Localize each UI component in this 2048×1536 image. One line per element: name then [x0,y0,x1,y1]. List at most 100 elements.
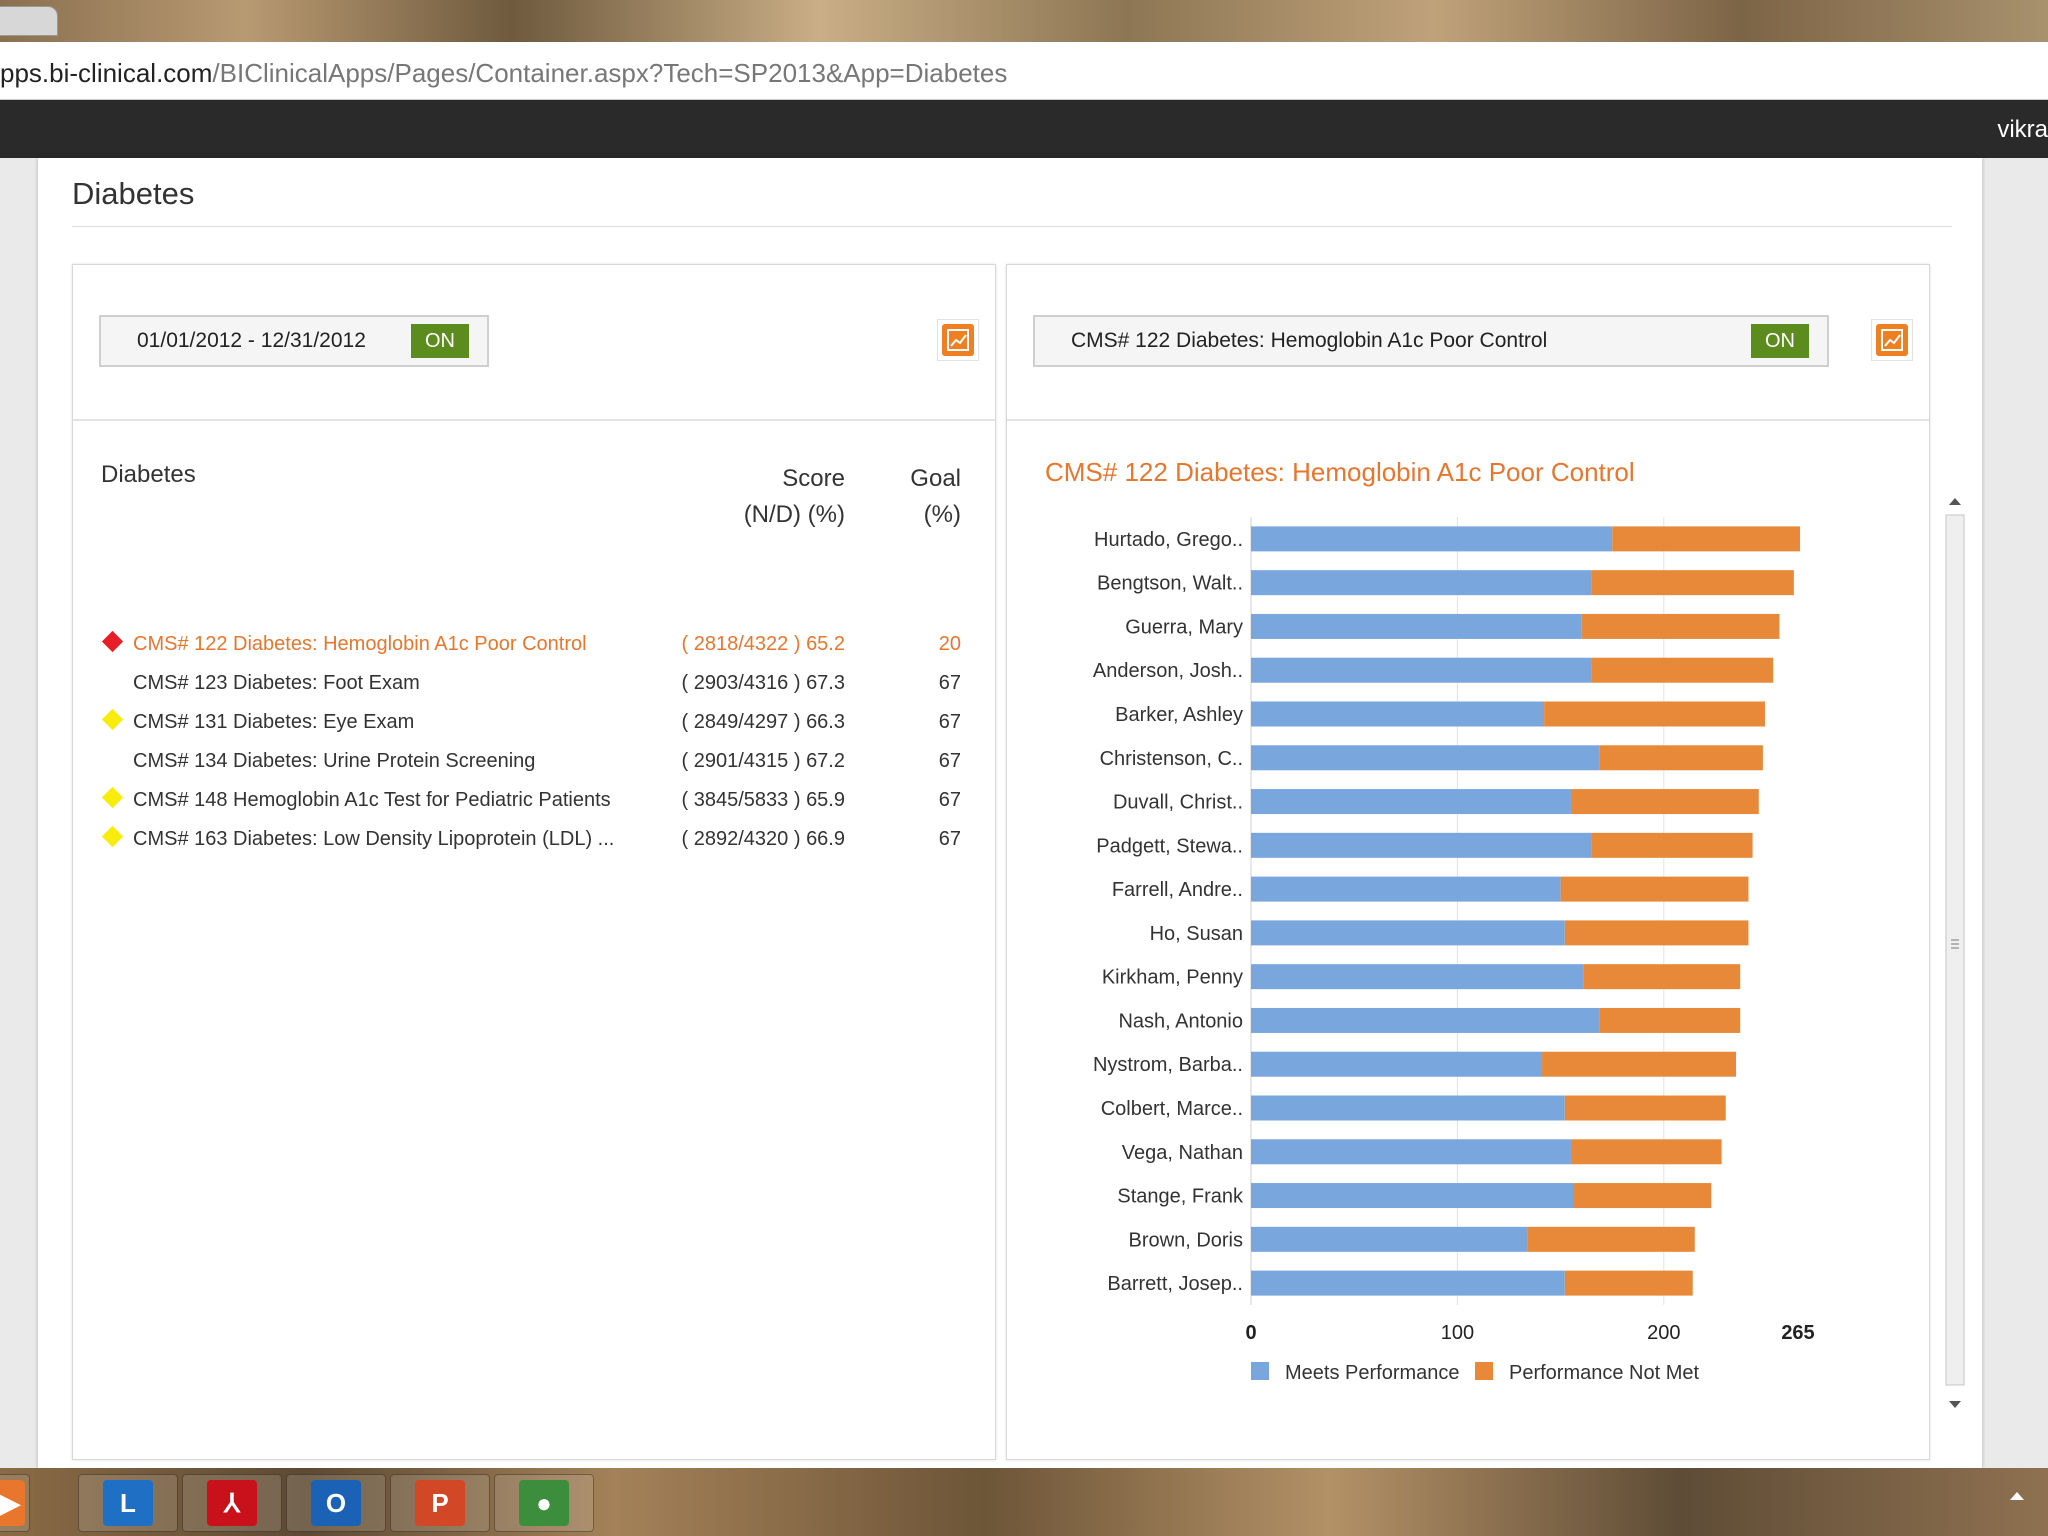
measure-row[interactable]: CMS# 122 Diabetes: Hemoglobin A1c Poor C… [73,629,995,663]
bar-performance-not-met [1599,1007,1741,1033]
taskbar-media-player[interactable]: ▶ [0,1474,30,1532]
measure-goal: 67 [938,828,961,850]
url-path: /BIClinicalApps/Pages/Container.aspx?Tec… [212,58,1008,88]
date-range-filter[interactable]: 01/01/2012 - 12/31/2012 ON [99,315,489,367]
bar-performance-not-met [1564,1095,1726,1121]
measure-row[interactable]: CMS# 163 Diabetes: Low Density Lipoprote… [73,824,995,858]
scrollbar-graphic [1945,498,1965,1408]
taskbar-powerpoint[interactable]: P [390,1474,490,1532]
category-label: Colbert, Marce.. [1101,1098,1243,1120]
chart-view-button[interactable] [937,319,979,361]
bar-chart: Hurtado, Grego.. Bengtson, Walt.. Guerra, … [1093,517,1815,1384]
measure-goal: 67 [938,789,961,811]
bar-meets-performance [1251,1007,1600,1033]
legend-swatch [1475,1362,1493,1380]
measure-name[interactable]: CMS# 134 Diabetes: Urine Protein Screeni… [133,750,536,772]
browser-tab[interactable] [0,6,58,36]
bar-meets-performance [1251,1051,1543,1077]
bar-performance-not-met [1591,657,1774,683]
measure-name[interactable]: CMS# 123 Diabetes: Foot Exam [133,672,420,694]
title-divider [72,226,1952,227]
app-top-bar: vikra [0,100,2048,158]
measure-name[interactable]: CMS# 163 Diabetes: Low Density Lipoprote… [133,828,615,850]
measure-on-button[interactable]: ON [1751,324,1809,358]
legend-swatch [1251,1362,1269,1380]
measure-name[interactable]: CMS# 122 Diabetes: Hemoglobin A1c Poor C… [133,633,587,655]
measure-selector[interactable]: CMS# 122 Diabetes: Hemoglobin A1c Poor C… [1033,315,1829,367]
category-label: Christenson, C.. [1100,748,1243,770]
measure-score: ( 2818/4322 ) 65.2 [681,633,845,655]
bar-meets-performance [1251,920,1565,946]
bar-performance-not-met [1544,701,1765,727]
category-label: Anderson, Josh.. [1093,660,1243,682]
taskbar-lync[interactable]: L [78,1474,178,1532]
bar-performance-not-met [1527,1226,1695,1252]
chart-scrollbar[interactable] [1941,493,1969,1419]
score-column-header: Score (N/D) (%) [744,461,845,533]
taskbar-outlook[interactable]: O [286,1474,386,1532]
date-filter-on-button[interactable]: ON [411,324,469,358]
bar-meets-performance [1251,657,1592,683]
date-range-text: 01/01/2012 - 12/31/2012 [137,329,366,352]
measure-goal: 67 [938,672,961,694]
scroll-up-arrow-icon [1949,498,1961,505]
measure-row[interactable]: CMS# 123 Diabetes: Foot Exam ( 2903/4316 … [73,668,995,702]
bar-meets-performance [1251,1270,1565,1296]
address-bar[interactable]: pps.bi-clinical.com/BIClinicalApps/Pages… [0,42,2048,100]
bar-performance-not-met [1591,570,1794,596]
bar-meets-performance [1251,1095,1565,1121]
url-host: pps.bi-clinical.com [0,58,213,88]
category-label: Farrell, Andre.. [1112,879,1243,901]
bar-performance-not-met [1573,1183,1712,1209]
goal-header-line2: (%) [923,501,961,528]
chart-title: CMS# 122 Diabetes: Hemoglobin A1c Poor C… [1045,457,1635,487]
taskbar-acrobat[interactable]: ⅄ [182,1474,282,1532]
bar-meets-performance [1251,526,1613,552]
score-header-line1: Score [782,465,845,492]
bar-performance-not-met [1599,745,1763,771]
category-label: Duvall, Christ.. [1113,792,1243,814]
panel-divider [73,419,995,421]
category-label: Hurtado, Grego.. [1094,529,1243,551]
bar-meets-performance [1251,1139,1571,1165]
measure-row[interactable]: CMS# 131 Diabetes: Eye Exam ( 2849/4297 )… [73,707,995,741]
user-name[interactable]: vikra [1997,116,2048,143]
tray-expand-icon[interactable] [2010,1492,2024,1500]
url-text[interactable]: pps.bi-clinical.com/BIClinicalApps/Pages… [0,58,1007,89]
category-label: Nash, Antonio [1118,1010,1243,1032]
bar-meets-performance [1251,789,1571,815]
measure-name[interactable]: CMS# 131 Diabetes: Eye Exam [133,711,415,733]
yellow-diamond-icon [101,708,124,731]
x-tick-label: 100 [1441,1322,1474,1344]
category-label: Brown, Doris [1129,1229,1243,1251]
measures-heading: Diabetes [101,461,196,488]
measures-panel: 01/01/2012 - 12/31/2012 ON Diabetes Scor… [72,264,996,1460]
category-label: Vega, Nathan [1122,1142,1243,1164]
bar-meets-performance [1251,1226,1528,1252]
taskbar: ▶ L ⅄ O P ● [0,1468,2048,1536]
measure-score: ( 2892/4320 ) 66.9 [681,828,845,850]
scroll-thumb [1945,514,1965,1386]
measure-row[interactable]: CMS# 134 Diabetes: Urine Protein Screeni… [73,746,995,780]
goal-column-header: Goal (%) [910,461,961,533]
selected-measure-text: CMS# 122 Diabetes: Hemoglobin A1c Poor C… [1071,329,1548,352]
yellow-diamond-icon [101,825,124,848]
chart-options-button[interactable] [1871,319,1913,361]
bar-meets-performance [1251,570,1592,596]
measure-name[interactable]: CMS# 148 Hemoglobin A1c Test for Pediatr… [133,789,611,811]
bar-performance-not-met [1570,789,1759,815]
chart-panel: CMS# 122 Diabetes: Hemoglobin A1c Poor C… [1006,264,1969,1460]
line-chart-icon [942,324,974,356]
taskbar-chrome[interactable]: ● [494,1474,594,1532]
page-title: Diabetes [72,176,195,211]
category-label: Ho, Susan [1150,923,1243,945]
category-label: Barker, Ashley [1115,704,1243,726]
bar-meets-performance [1251,701,1545,727]
bar-meets-performance [1251,876,1561,902]
measure-row[interactable]: CMS# 148 Hemoglobin A1c Test for Pediatr… [73,785,995,819]
measure-goal: 67 [938,711,961,733]
bar-performance-not-met [1542,1051,1737,1077]
measure-goal: 67 [938,750,961,772]
yellow-diamond-icon [101,786,124,809]
score-header-line2: (N/D) (%) [743,501,845,528]
